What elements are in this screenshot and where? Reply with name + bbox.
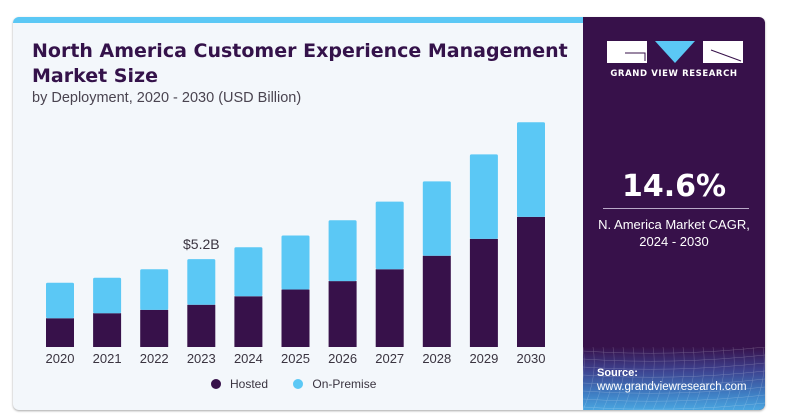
bar-on-premise-2023 — [187, 259, 216, 305]
accent-bar — [13, 17, 583, 23]
bar-on-premise-2025 — [281, 235, 310, 290]
cagr-value: 14.6% — [621, 169, 727, 204]
x-tick-label: 2027 — [375, 351, 404, 366]
x-tick-label: 2028 — [422, 351, 451, 366]
x-tick-label: 2029 — [469, 351, 498, 366]
bar-on-premise-2030 — [517, 122, 545, 217]
bar-hosted-2030 — [517, 216, 545, 347]
cagr-label-line1: N. America Market CAGR, — [598, 217, 750, 232]
legend-label-on-premise: On-Premise — [312, 377, 377, 391]
grand-view-research-logo — [607, 41, 743, 63]
bar-hosted-2022 — [140, 309, 169, 347]
legend-label-hosted: Hosted — [230, 377, 269, 391]
cagr-divider — [603, 208, 749, 209]
bar-on-premise-2028 — [422, 181, 451, 256]
source-link[interactable]: www.grandviewresearch.com — [597, 381, 747, 393]
x-tick-label: 2025 — [281, 351, 310, 366]
bar-hosted-2023 — [187, 304, 216, 347]
legend-item-hosted: Hosted — [211, 377, 268, 391]
x-tick-label: 2022 — [140, 351, 169, 366]
legend: Hosted On-Premise — [211, 377, 398, 392]
bar-on-premise-2024 — [234, 247, 263, 297]
legend-dot-on-premise — [293, 379, 304, 389]
bar-hosted-2028 — [422, 255, 451, 347]
x-tick-label: 2030 — [517, 351, 546, 366]
x-tick-label: 2020 — [46, 351, 75, 366]
data-label-annotation: $5.2B — [183, 236, 220, 252]
source-label: Source: — [597, 367, 638, 379]
chart-subtitle: by Deployment, 2020 - 2030 (USD Billion) — [32, 90, 302, 106]
source-box: Source: www.grandviewresearch.com — [583, 347, 765, 410]
x-tick-label: 2026 — [328, 351, 357, 366]
bar-on-premise-2027 — [375, 201, 404, 270]
infographic-card: North America Customer Experience Manage… — [13, 17, 765, 410]
x-tick-label: 2023 — [187, 351, 216, 366]
cagr-label-line2: 2024 - 2030 — [639, 234, 709, 249]
bar-on-premise-2021 — [93, 277, 122, 314]
bar-hosted-2026 — [328, 281, 357, 347]
bar-hosted-2027 — [375, 269, 404, 347]
sidebar-panel: GRAND VIEW RESEARCH 14.6% N. America Mar… — [583, 17, 765, 410]
bar-hosted-2029 — [469, 238, 498, 347]
bar-hosted-2024 — [234, 296, 263, 347]
bar-on-premise-2022 — [140, 269, 169, 310]
bar-hosted-2020 — [46, 318, 74, 347]
legend-item-on-premise: On-Premise — [293, 377, 376, 391]
bar-hosted-2025 — [281, 289, 310, 347]
bar-hosted-2021 — [93, 313, 122, 347]
chart-title: North America Customer Experience Manage… — [32, 40, 568, 87]
cagr-label: N. America Market CAGR, 2024 - 2030 — [583, 216, 765, 250]
legend-dot-hosted — [211, 379, 221, 389]
x-tick-label: 2021 — [93, 351, 122, 366]
bar-on-premise-2020 — [46, 282, 74, 319]
grid-pattern-decoration — [583, 347, 765, 410]
bar-on-premise-2026 — [328, 220, 357, 282]
x-tick-label: 2024 — [234, 351, 263, 366]
bar-chart: 2020 2021 2022 2023 $5.2B 2024 2025 2026 2027 202… — [46, 122, 546, 366]
brand-name: GRAND VIEW RESEARCH — [610, 69, 738, 79]
bar-on-premise-2029 — [469, 154, 498, 239]
